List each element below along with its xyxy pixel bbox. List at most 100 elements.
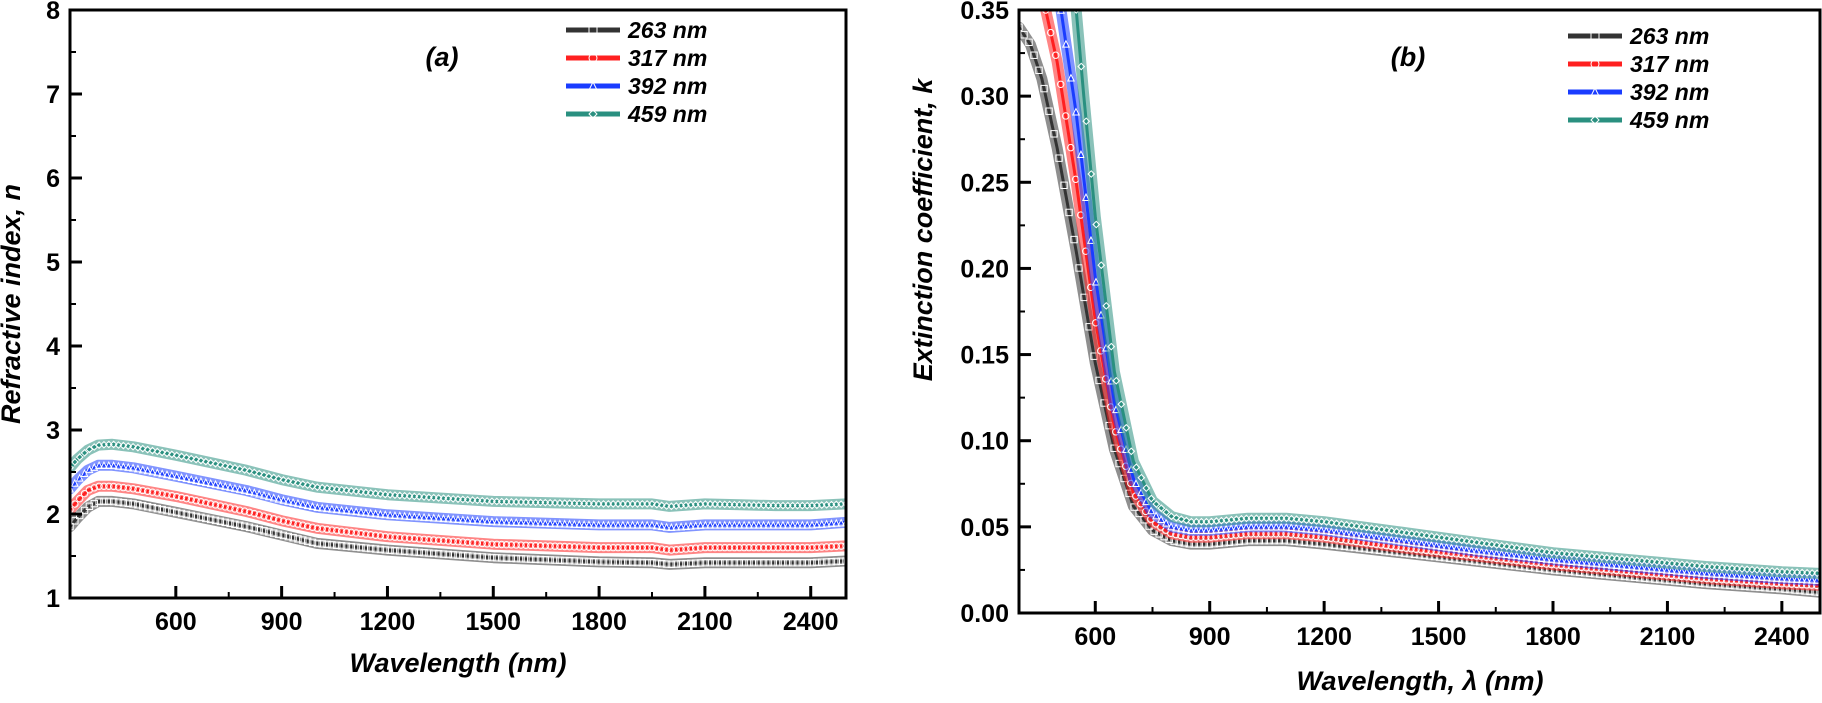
data-point	[327, 504, 336, 513]
data-point	[1337, 528, 1346, 537]
data-point	[793, 520, 802, 529]
y-tick-label: 7	[46, 81, 60, 109]
data-point	[473, 516, 482, 525]
data-point	[95, 460, 104, 469]
panel-b-y-axis-title: Extinction coefficient, k	[908, 77, 938, 382]
data-point	[493, 554, 501, 562]
data-point	[1442, 534, 1451, 543]
data-point	[764, 559, 773, 567]
data-point	[236, 521, 244, 529]
data-point	[1262, 514, 1271, 523]
data-point	[468, 539, 477, 547]
data-point	[1282, 522, 1291, 531]
data-point	[1662, 565, 1671, 574]
x-tick-label: 600	[155, 608, 197, 636]
data-point	[1737, 571, 1746, 580]
data-point	[1743, 565, 1751, 574]
data-point	[1357, 522, 1366, 531]
data-point	[1397, 536, 1406, 545]
data-point	[735, 559, 743, 567]
data-point	[202, 499, 210, 507]
data-point	[1117, 400, 1126, 409]
data-point	[1816, 588, 1820, 597]
data-point	[1722, 570, 1731, 579]
data-point	[1773, 567, 1781, 576]
data-point	[1753, 566, 1761, 574]
data-point	[168, 507, 176, 516]
data-point	[80, 468, 89, 477]
data-point	[662, 502, 671, 510]
panel-b-series	[1019, 10, 1820, 598]
data-point	[206, 458, 215, 467]
legend-entry: 263 nm	[1568, 23, 1709, 49]
data-point	[682, 559, 690, 568]
data-point	[255, 469, 264, 478]
data-point	[653, 559, 661, 567]
data-point	[1757, 572, 1766, 581]
data-point	[779, 559, 787, 567]
data-point	[352, 543, 360, 551]
data-point	[677, 545, 685, 554]
data-point	[303, 500, 312, 509]
x-tick-label: 900	[1189, 623, 1231, 651]
data-point	[531, 541, 540, 550]
data-point	[1087, 170, 1096, 178]
data-point	[352, 507, 361, 516]
data-point	[478, 496, 487, 505]
legend-marker	[588, 53, 598, 63]
data-point	[201, 477, 210, 486]
data-point	[1663, 559, 1671, 567]
data-point	[1347, 529, 1356, 538]
data-point	[1522, 552, 1531, 561]
data-point	[1472, 546, 1481, 555]
data-point	[245, 467, 254, 476]
data-point	[1507, 543, 1516, 552]
data-point	[429, 513, 438, 522]
data-point	[536, 555, 545, 564]
data-point	[454, 538, 462, 546]
data-point	[1172, 523, 1181, 532]
data-point	[1572, 550, 1581, 559]
data-point	[696, 544, 705, 552]
data-point	[449, 537, 457, 546]
data-point	[1327, 526, 1336, 535]
data-point	[294, 520, 302, 528]
y-tick-label: 0.30	[960, 83, 1009, 111]
panel-a-series	[70, 438, 846, 570]
data-point	[1777, 574, 1786, 583]
data-point	[1082, 117, 1091, 126]
data-point	[725, 543, 734, 552]
legend-marker	[588, 25, 598, 35]
data-point	[1647, 564, 1656, 573]
data-point	[1362, 523, 1371, 532]
data-point	[192, 455, 201, 464]
data-point	[134, 485, 142, 494]
data-point	[827, 519, 836, 528]
data-point	[464, 538, 472, 547]
data-point	[657, 521, 666, 531]
data-point	[342, 506, 351, 515]
data-point	[512, 554, 520, 563]
data-point	[1572, 557, 1581, 566]
data-point	[400, 511, 409, 520]
data-point	[628, 543, 637, 552]
x-tick-label: 1200	[360, 608, 416, 636]
data-point	[294, 479, 302, 487]
data-point	[1322, 518, 1331, 526]
data-point	[1612, 554, 1621, 563]
data-point	[561, 542, 569, 551]
data-point	[1402, 528, 1411, 537]
data-point	[687, 544, 695, 553]
data-point	[289, 534, 297, 542]
data-point	[109, 482, 118, 491]
data-point	[1512, 551, 1521, 560]
data-point	[488, 553, 496, 562]
data-point	[323, 504, 332, 513]
data-point	[1412, 530, 1421, 539]
data-point	[1562, 550, 1571, 558]
data-point	[788, 520, 797, 529]
data-point	[1387, 526, 1396, 535]
data-point	[1070, 235, 1078, 244]
data-point	[449, 494, 458, 503]
data-point	[396, 533, 404, 542]
